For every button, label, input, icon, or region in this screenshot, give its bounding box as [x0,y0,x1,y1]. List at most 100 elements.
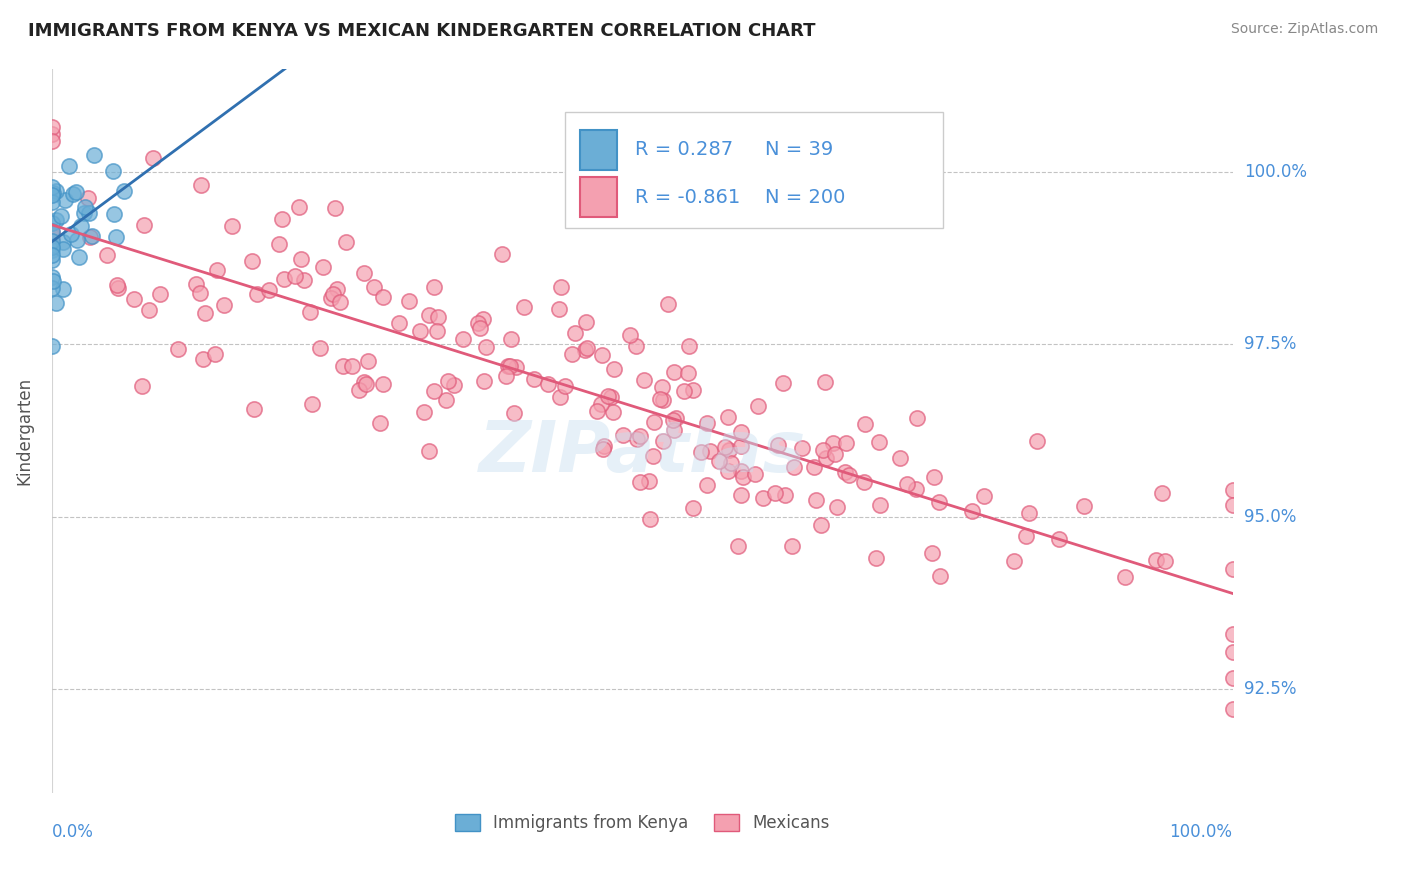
Point [131,379,153,393]
Point [45,212,67,227]
Point [41,244,63,258]
Point [41,281,63,295]
Point [491,247,513,261]
Point [188,286,211,301]
Point [267,236,290,251]
Point [41,248,63,262]
Text: 100.0%: 100.0% [1170,823,1233,841]
Point [733,470,755,484]
Point [662,413,685,427]
Point [77,205,100,219]
Point [682,501,704,516]
Point [287,200,309,214]
Point [41,187,63,202]
Point [398,293,420,308]
Point [79,229,101,244]
Point [1222,702,1244,716]
Point [257,283,280,297]
Point [298,305,321,319]
Point [865,551,887,566]
Y-axis label: Kindergarten: Kindergarten [15,376,32,484]
Point [804,492,827,507]
Point [1222,498,1244,512]
Point [103,207,125,221]
Point [243,402,266,417]
Point [413,405,436,419]
Point [41,195,63,210]
Point [554,378,576,392]
Point [41,228,63,243]
Point [96,248,118,262]
Point [240,253,263,268]
Point [496,359,519,373]
Point [471,311,494,326]
Point [356,354,378,368]
Point [41,234,63,248]
Point [825,500,848,514]
Point [643,415,665,429]
Point [340,359,363,374]
Point [641,449,664,463]
Point [475,340,498,354]
Point [869,498,891,512]
Point [834,465,856,479]
Point [763,485,786,500]
Point [673,384,696,398]
Point [51,281,73,295]
Point [792,442,814,456]
Point [780,539,803,553]
Point [619,328,641,343]
Point [166,342,188,356]
Point [467,316,489,330]
Point [214,298,236,312]
Point [676,366,699,380]
Point [42,186,65,200]
Point [682,383,704,397]
Point [418,308,440,322]
Point [648,392,671,406]
Point [363,280,385,294]
Point [853,475,876,490]
Point [105,230,128,244]
Point [633,373,655,387]
Point [730,488,752,502]
Point [101,164,124,178]
FancyBboxPatch shape [579,178,617,217]
Text: IMMIGRANTS FROM KENYA VS MEXICAN KINDERGARTEN CORRELATION CHART: IMMIGRANTS FROM KENYA VS MEXICAN KINDERG… [28,22,815,40]
Point [598,389,620,403]
Point [221,219,243,233]
Point [548,390,571,404]
Point [889,451,911,466]
Point [626,433,648,447]
Point [194,306,217,320]
Point [495,369,517,384]
Text: 100.0%: 100.0% [1244,163,1306,181]
Point [720,456,742,470]
Point [41,240,63,254]
Point [550,280,572,294]
Point [41,338,63,352]
Point [41,226,63,240]
Point [662,365,685,379]
Point [690,444,713,458]
Point [1154,554,1177,568]
Point [49,209,72,223]
Point [41,252,63,267]
Point [353,266,375,280]
Point [744,467,766,482]
Point [576,341,599,355]
Point [814,375,837,389]
Point [437,375,460,389]
Point [896,477,918,491]
Point [928,494,950,508]
Point [1025,434,1047,448]
Point [1222,626,1244,640]
Point [335,235,357,250]
Point [600,390,623,404]
Point [505,360,527,375]
Point [105,278,128,293]
Point [637,475,659,489]
Point [353,375,375,389]
Point [1152,486,1174,500]
Point [548,302,571,317]
